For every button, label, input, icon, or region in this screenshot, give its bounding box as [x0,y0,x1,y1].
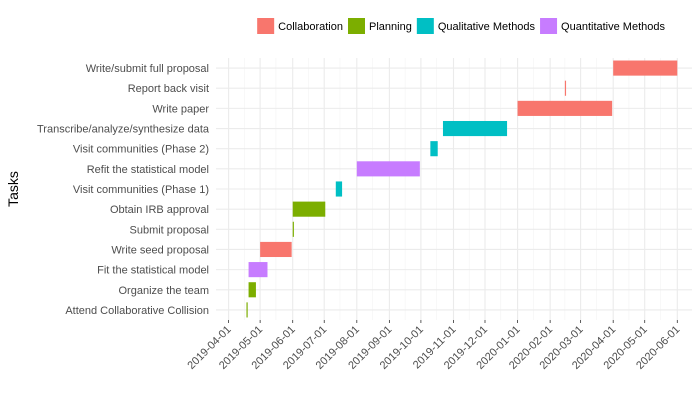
y-tick-label: Visit communities (Phase 2) [73,144,209,156]
legend-key [348,18,365,34]
task-bar [430,141,438,157]
task-bar [613,60,678,76]
y-tick-label: Write paper [152,103,209,115]
task-bar [246,302,248,318]
legend-label: Quantitative Methods [561,21,665,33]
legend-label: Qualitative Methods [438,21,536,33]
legend-label: Planning [369,21,412,33]
task-bar [517,100,613,116]
task-bar [248,262,268,278]
task-bar [564,80,567,96]
legend-label: Collaboration [278,21,343,33]
task-bar [248,282,256,298]
y-tick-label: Fit the statistical model [97,265,209,277]
task-bar [292,221,294,237]
y-tick-label: Visit communities (Phase 1) [73,184,209,196]
task-bar [442,120,508,137]
y-tick-labels: Write/submit full proposal Report back vi… [37,63,210,317]
y-tick-label: Write/submit full proposal [86,63,209,75]
y-tick-label: Organize the team [119,285,210,297]
y-tick-label: Report back visit [128,83,209,95]
task-bar [292,201,326,217]
y-tick-label: Attend Collaborative Collision [65,305,209,317]
grid-lines [216,58,692,320]
legend-key [416,18,434,34]
legend-key [257,18,275,34]
task-bar [260,241,292,258]
task-bar [335,181,343,197]
y-tick-label: Refit the statistical model [87,164,209,176]
y-tick-label: Submit proposal [130,224,210,236]
task-bar [356,161,420,177]
y-tick-label: Transcribe/analyze/synthesize data [37,124,210,136]
y-tick-label: Write seed proposal [111,244,209,256]
y-tick-label: Obtain IRB approval [110,204,209,216]
x-tick-labels: 2019-04-012019-05-012019-06-012019-07-01… [185,320,682,372]
y-axis-title: Tasks [5,171,21,207]
task-bars [246,60,678,318]
legend: Collaboration Planning Qualitative Methods… [257,18,665,34]
legend-key [540,18,558,34]
